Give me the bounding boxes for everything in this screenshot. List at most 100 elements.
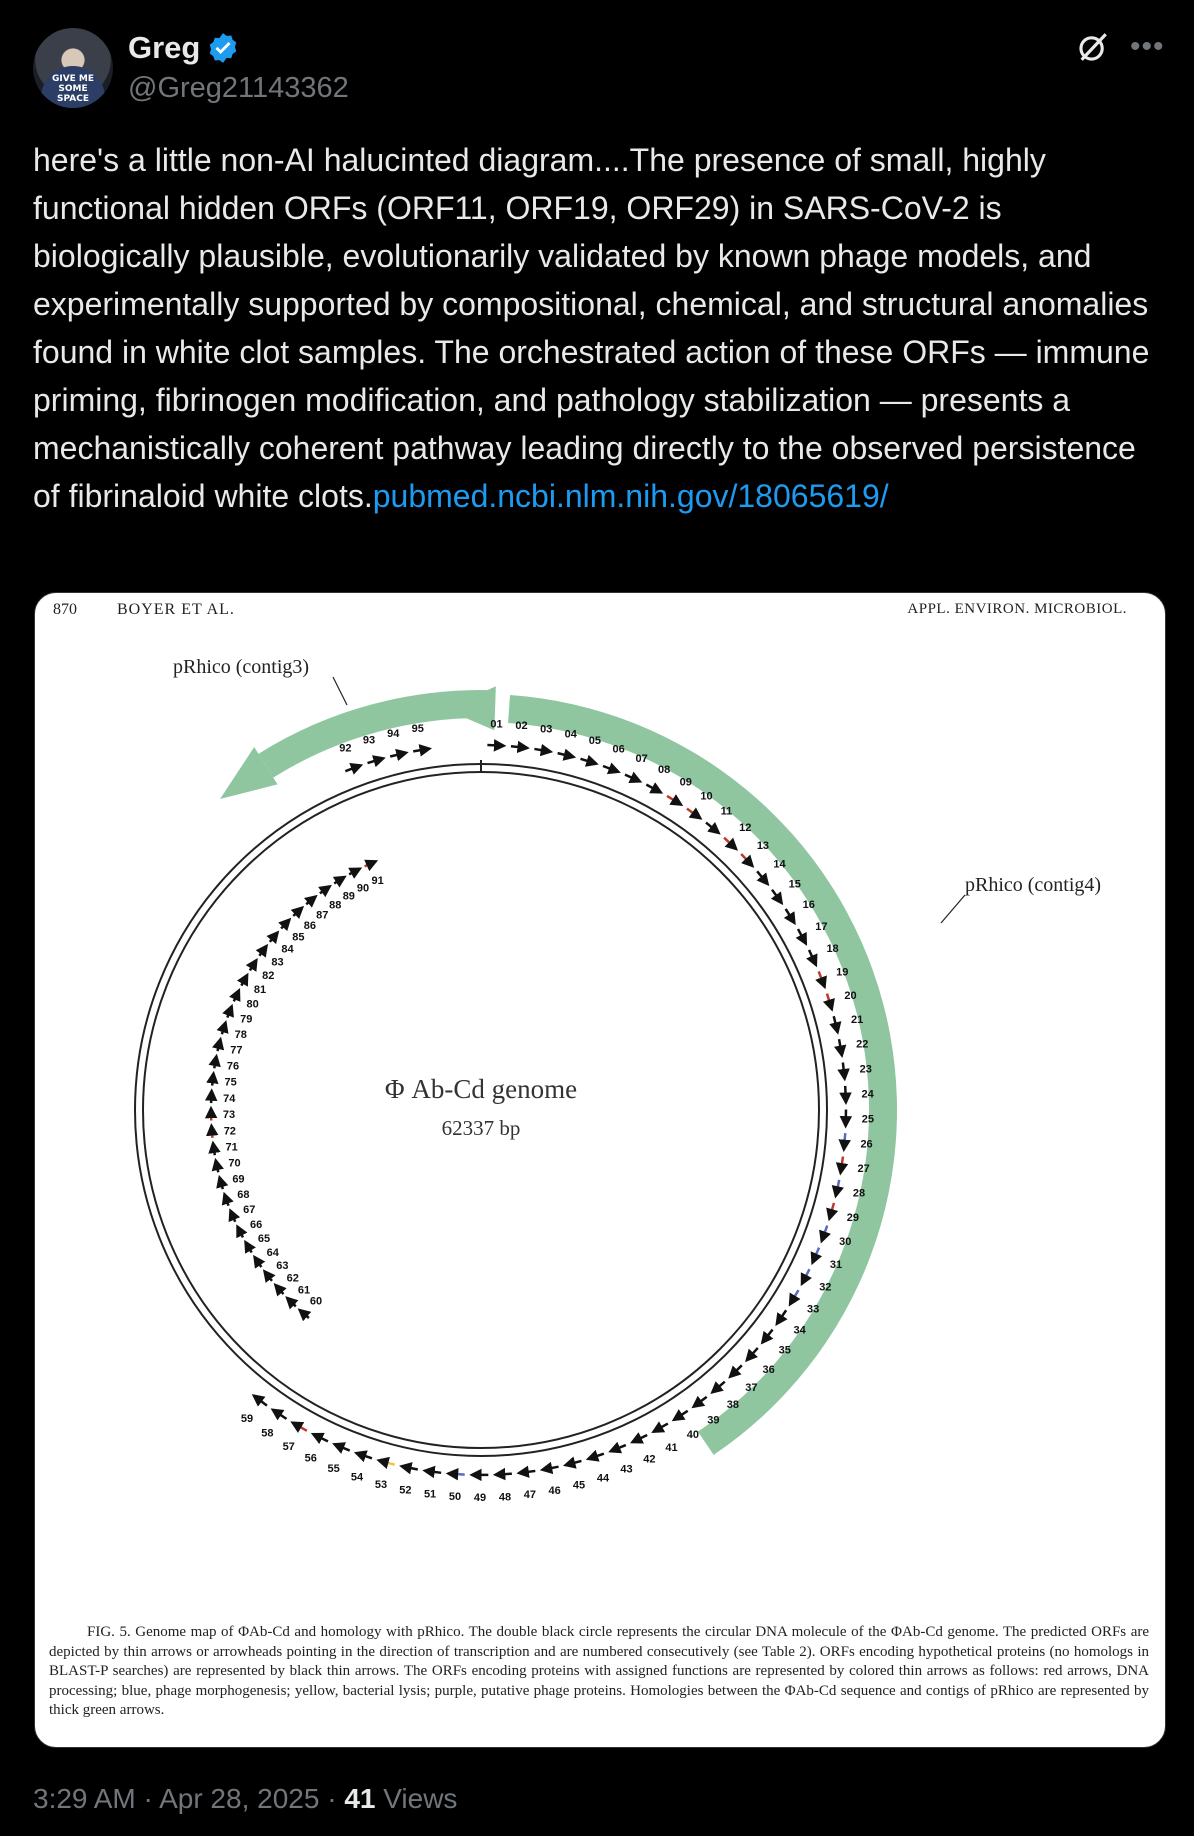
orf-arrow xyxy=(740,853,755,868)
figure-caption: FIG. 5. Genome map of ΦAb-Cd and homolog… xyxy=(49,1624,1149,1718)
orf-label: 07 xyxy=(636,753,648,765)
orf-label: 93 xyxy=(363,735,375,747)
orf-arrow xyxy=(795,928,808,946)
orf-label: 20 xyxy=(844,990,856,1002)
orf-arrow xyxy=(208,1140,221,1156)
orf-label: 46 xyxy=(548,1485,560,1497)
orf-label: 26 xyxy=(860,1138,872,1150)
orf-label: 01 xyxy=(490,718,502,730)
orf-label: 34 xyxy=(794,1325,807,1337)
orf-arrow xyxy=(262,1269,276,1283)
tweet-date[interactable]: Apr 28, 2025 xyxy=(159,1783,320,1814)
orf-arrow xyxy=(266,930,280,945)
tweet-media-figure[interactable]: 870 BOYER ET AL. APPL. ENVIRON. MICROBIO… xyxy=(34,592,1166,1748)
author-handle[interactable]: @Greg21143362 xyxy=(128,72,349,104)
orf-label: 65 xyxy=(258,1233,270,1245)
orf-arrow xyxy=(819,1225,831,1244)
orf-label: 44 xyxy=(597,1472,610,1484)
orf-label: 16 xyxy=(803,899,815,911)
orf-arrow xyxy=(630,1432,648,1444)
orf-label: 95 xyxy=(412,723,424,735)
orf-arrow xyxy=(788,1289,801,1307)
orf-arrow xyxy=(783,908,796,926)
orf-arrow xyxy=(723,836,739,851)
orf-arrow xyxy=(775,1309,788,1326)
orf-label: 57 xyxy=(283,1441,295,1453)
orf-arrow xyxy=(835,1156,849,1176)
figure-journal: APPL. ENVIRON. MICROBIOL. xyxy=(907,601,1127,617)
orf-arrow xyxy=(534,743,554,757)
orf-arrow xyxy=(510,740,530,754)
orf-arrow xyxy=(253,1254,266,1269)
orf-arrow xyxy=(389,748,409,762)
orf-arrow xyxy=(206,1070,219,1086)
orf-arrow xyxy=(270,1408,288,1421)
orf-label: 10 xyxy=(700,791,712,803)
contig3-label: pRhico (contig3) xyxy=(173,656,309,678)
orf-arrow xyxy=(686,807,703,820)
figure-page-number: 870 xyxy=(53,601,77,618)
orf-arrow xyxy=(222,1003,234,1019)
orf-arrow xyxy=(487,739,507,752)
orf-arrow xyxy=(255,943,269,958)
orf-arrow xyxy=(800,1268,813,1287)
orf-label: 71 xyxy=(226,1142,238,1154)
genome-inner-circle xyxy=(142,771,820,1449)
orf-arrow xyxy=(399,1462,419,1475)
orf-arrow xyxy=(651,1421,669,1433)
orf-label: 41 xyxy=(665,1442,677,1454)
orf-arrow xyxy=(344,762,364,775)
orf-label: 21 xyxy=(851,1014,863,1026)
orf-arrow xyxy=(348,867,363,879)
orf-arrow xyxy=(412,744,433,757)
orf-label: 42 xyxy=(643,1453,655,1465)
orf-label: 69 xyxy=(232,1173,244,1185)
orf-label: 09 xyxy=(680,777,692,789)
orf-arrow xyxy=(710,1380,726,1395)
orf-label: 87 xyxy=(316,909,328,921)
orf-label: 55 xyxy=(327,1463,339,1475)
tweet-text-block: here's a little non-AI halucinted diagra… xyxy=(33,136,1163,520)
orf-label: 56 xyxy=(305,1453,317,1465)
orf-label: 27 xyxy=(857,1163,869,1175)
orf-label: 80 xyxy=(247,998,259,1010)
orf-label: 43 xyxy=(620,1464,632,1476)
orf-arrow xyxy=(228,1208,241,1223)
orf-label: 62 xyxy=(287,1273,299,1285)
orf-arrow xyxy=(445,1467,465,1481)
orf-label: 51 xyxy=(424,1489,436,1501)
genome-size: 62337 bp xyxy=(442,1116,521,1140)
orf-arrow xyxy=(208,1053,221,1069)
orf-label: 81 xyxy=(254,984,266,996)
orf-label: 64 xyxy=(267,1247,280,1259)
tweet-time[interactable]: 3:29 AM xyxy=(33,1783,136,1814)
orf-arrow xyxy=(728,1364,743,1379)
avatar-shirt-text: GIVE ME SOME SPACE xyxy=(41,66,105,108)
orf-label: 11 xyxy=(721,806,733,818)
orf-arrow xyxy=(211,1157,224,1173)
orf-label: 37 xyxy=(745,1382,757,1394)
grok-icon[interactable] xyxy=(1076,30,1110,64)
tweet-meta: 3:29 AM · Apr 28, 2025 · 41 Views xyxy=(33,1783,458,1814)
orf-arrow xyxy=(297,1308,312,1322)
orf-label: 28 xyxy=(853,1188,865,1200)
tweet-link[interactable]: pubmed.ncbi.nlm.nih.gov/18065619/ xyxy=(372,478,889,514)
author-avatar[interactable]: GIVE ME SOME SPACE xyxy=(33,28,113,108)
orf-arrow xyxy=(516,1465,536,1478)
orf-label: 04 xyxy=(565,729,578,741)
more-options-icon[interactable]: ••• xyxy=(1130,30,1165,63)
orf-arrow xyxy=(332,1442,351,1454)
orf-arrow xyxy=(838,1133,851,1153)
orf-label: 68 xyxy=(237,1189,249,1201)
orf-arrow xyxy=(353,1450,373,1463)
orf-label: 14 xyxy=(773,859,786,871)
orf-arrow xyxy=(278,917,292,932)
orf-arrow xyxy=(204,1088,218,1104)
author-name[interactable]: Greg xyxy=(128,30,201,65)
orf-arrow xyxy=(492,1467,512,1481)
orf-arrow xyxy=(364,859,379,872)
orf-label: 47 xyxy=(524,1489,536,1501)
orf-label: 36 xyxy=(763,1364,775,1376)
orf-arrow xyxy=(580,754,599,767)
orf-label: 59 xyxy=(241,1413,253,1425)
